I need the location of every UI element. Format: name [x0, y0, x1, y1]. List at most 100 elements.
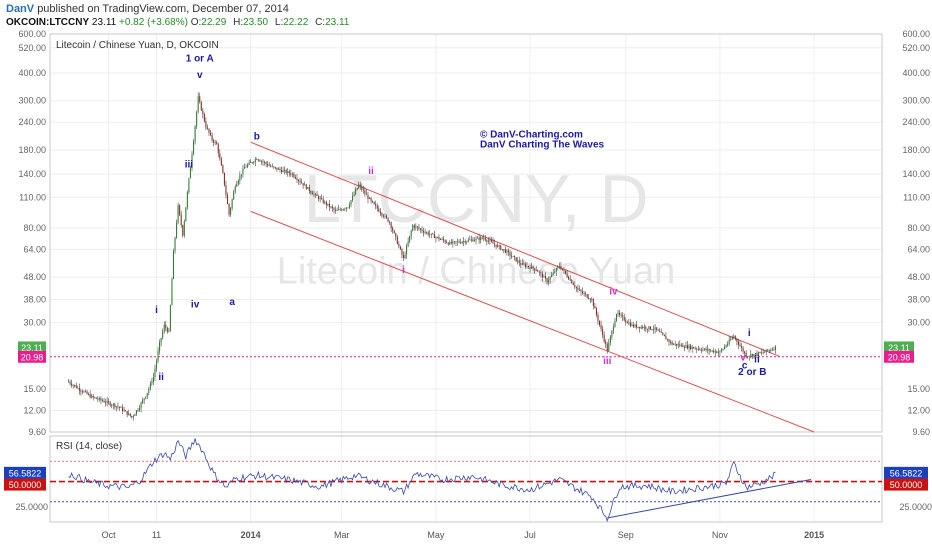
price-axis-label-left: 9.60	[28, 427, 46, 437]
price-axis-label-left: 400.00	[18, 68, 46, 78]
price-axis-label-left: 48.00	[23, 272, 46, 282]
wave-label: iv	[191, 299, 200, 310]
candle-body	[707, 349, 708, 350]
candle-body	[80, 391, 81, 392]
candle-body	[713, 351, 714, 353]
candle-body	[392, 228, 393, 231]
chart-title: Litecoin / Chinese Yuan, D, OKCOIN	[56, 40, 219, 51]
candle-body	[272, 166, 273, 167]
candle-body	[286, 170, 287, 173]
candle-body	[568, 277, 569, 280]
candle-body	[164, 325, 165, 332]
candle-body	[607, 344, 608, 351]
candle-body	[418, 227, 419, 228]
candle-body	[367, 195, 368, 199]
candle-body	[317, 194, 318, 196]
candle-body	[426, 232, 427, 233]
candle-body	[659, 331, 660, 333]
candle-body	[500, 246, 501, 250]
candle-body	[698, 349, 699, 350]
copyright-line-2: DanV Charting The Waves	[480, 139, 605, 150]
candle-body	[747, 357, 748, 358]
candle-body	[767, 350, 768, 351]
candle-body	[332, 207, 333, 208]
candle-body	[119, 407, 120, 408]
candle-body	[651, 329, 652, 330]
candle-body	[127, 411, 128, 415]
price-axis-label-right: 48.00	[907, 272, 930, 282]
candle-body	[151, 382, 152, 383]
candle-body	[193, 141, 194, 154]
candle-body	[675, 344, 676, 345]
candle-body	[173, 251, 174, 279]
candle-body	[309, 187, 310, 191]
price-axis-label-right: 9.60	[912, 427, 930, 437]
candle-body	[87, 391, 88, 393]
candle-body	[656, 327, 657, 329]
candle-body	[70, 382, 71, 384]
candle-body	[585, 294, 586, 295]
candle-body	[281, 170, 282, 172]
candle-body	[665, 336, 666, 339]
candle-body	[154, 369, 155, 377]
candle-body	[295, 177, 296, 178]
support-tag-right: 20.98	[888, 352, 911, 362]
candle-body	[270, 166, 271, 167]
candle-body	[722, 349, 723, 350]
candle-body	[702, 349, 703, 350]
candle-body	[222, 165, 223, 172]
candle-body	[174, 237, 175, 250]
candle-body	[462, 242, 463, 243]
rsi-line	[69, 438, 776, 521]
candle-body	[273, 166, 274, 167]
candle-body	[593, 299, 594, 306]
candle-body	[74, 385, 75, 386]
candle-body	[642, 327, 643, 328]
candle-body	[613, 327, 614, 331]
candle-body	[403, 255, 404, 258]
candle-body	[371, 198, 372, 201]
candle-body	[134, 414, 135, 416]
candle-body	[533, 266, 534, 268]
candle-body	[147, 393, 148, 397]
candle-body	[262, 161, 263, 162]
candle-body	[347, 208, 348, 209]
price-axis-label-right: 30.00	[907, 317, 930, 327]
candle-body	[614, 321, 615, 327]
candle-body	[559, 266, 560, 267]
rsi-axis-label-left: 25.0000	[15, 502, 48, 512]
candle-body	[346, 208, 347, 209]
candle-body	[329, 204, 330, 207]
candle-body	[176, 223, 177, 238]
candle-body	[249, 162, 250, 164]
candle-body	[221, 159, 222, 166]
candle-body	[627, 322, 628, 323]
time-axis[interactable]: Oct 11 2014 Mar May Jul Sep Nov 2015	[102, 530, 824, 540]
candle-body	[380, 212, 381, 214]
candle-body	[503, 249, 504, 250]
candle-body	[304, 184, 305, 185]
candle-body	[684, 347, 685, 348]
candle-body	[318, 196, 319, 199]
candle-body	[472, 239, 473, 241]
candle-body	[454, 241, 455, 242]
wave-label: b	[254, 132, 260, 143]
price-axis-label-left: 600.00	[18, 29, 46, 39]
candle-body	[557, 267, 558, 268]
candle-body	[588, 298, 589, 299]
candle-body	[136, 410, 137, 414]
candle-body	[505, 249, 506, 252]
candle-body	[466, 241, 467, 242]
candle-body	[290, 173, 291, 174]
candle-body	[761, 352, 762, 353]
candle-body	[96, 398, 97, 399]
candle-body	[114, 404, 115, 407]
wave-label: i	[402, 265, 405, 276]
rsi-mid-tag-left: 50.0000	[9, 480, 42, 490]
candle-body	[300, 181, 301, 182]
candle-body	[130, 414, 131, 416]
candle-body	[256, 159, 257, 160]
candle-body	[85, 391, 86, 392]
candle-body	[124, 411, 125, 412]
